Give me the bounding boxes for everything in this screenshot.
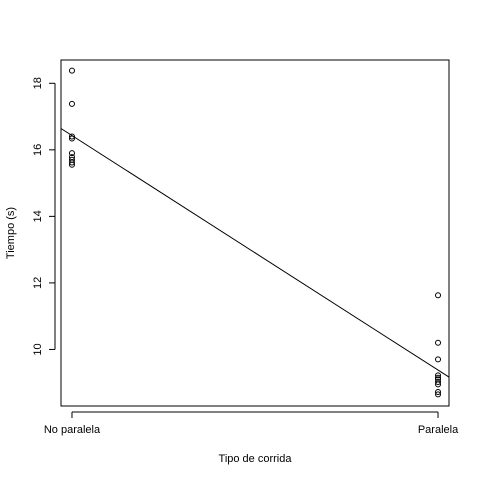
x-axis: No paralela Paralela bbox=[44, 411, 459, 436]
plot-box bbox=[60, 59, 450, 407]
y-tick-label: 16 bbox=[32, 144, 44, 156]
regression-line bbox=[60, 128, 450, 378]
data-point bbox=[68, 161, 75, 168]
y-tick-label: 10 bbox=[32, 343, 44, 355]
data-point bbox=[435, 381, 442, 388]
data-point bbox=[68, 100, 75, 107]
y-tick-label: 18 bbox=[32, 77, 44, 89]
data-point bbox=[435, 372, 442, 379]
x-tick-label: Paralela bbox=[418, 424, 459, 436]
data-points bbox=[68, 67, 442, 398]
data-point bbox=[68, 133, 75, 140]
y-axis-title: Tiempo (s) bbox=[5, 207, 17, 259]
x-tick-label: No paralela bbox=[44, 424, 101, 436]
data-point bbox=[435, 374, 442, 381]
data-point bbox=[435, 379, 442, 386]
y-axis: 10 12 14 16 18 bbox=[32, 77, 56, 356]
data-point bbox=[68, 67, 75, 74]
data-point bbox=[435, 292, 442, 299]
data-point bbox=[435, 356, 442, 363]
data-point bbox=[68, 150, 75, 157]
x-axis-title: Tipo de corrida bbox=[219, 453, 293, 465]
y-tick-label: 12 bbox=[32, 277, 44, 289]
data-point bbox=[435, 391, 442, 398]
y-tick-label: 14 bbox=[32, 210, 44, 222]
data-point bbox=[68, 159, 75, 166]
data-point bbox=[435, 339, 442, 346]
data-point bbox=[435, 389, 442, 396]
